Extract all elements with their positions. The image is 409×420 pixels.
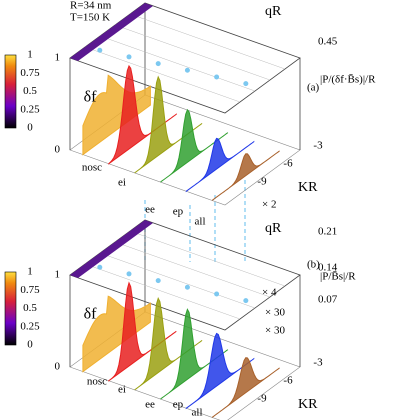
grid-line: [129, 230, 286, 287]
z-tick-label: 0: [55, 361, 61, 373]
ridge: [108, 281, 177, 382]
k-tick-label: -3: [313, 140, 323, 152]
scale-note: × 30: [265, 325, 285, 337]
grid-line: [99, 35, 256, 92]
category-label: ep: [173, 399, 184, 411]
grid-line: [114, 24, 271, 81]
marker: [184, 67, 190, 73]
category-label: all: [192, 407, 203, 419]
marker: [155, 278, 161, 284]
category-label: nosc: [82, 162, 102, 174]
z-label: δf: [84, 89, 98, 106]
grid-line: [84, 263, 241, 320]
ridge: [82, 74, 151, 156]
right-tick-label: 0.45: [318, 36, 338, 48]
k-tick-label: -6: [283, 158, 293, 170]
marker: [214, 74, 220, 80]
k-axis-label: KR: [298, 180, 318, 195]
ridge: [211, 357, 280, 418]
k-tick-label: -3: [313, 357, 323, 369]
right-axis-label: |P/B̄s|/R: [320, 270, 356, 282]
right-tick-label: 0.21: [318, 226, 337, 238]
colorbar-tick-label: 0.75: [20, 67, 40, 79]
category-label: ei: [118, 177, 126, 189]
colorbar-tick-label: 0.5: [23, 85, 37, 97]
colorbar-tick-label: 0.25: [20, 103, 40, 115]
z-tick-label: 0: [55, 144, 61, 156]
z-tick-label: 1: [55, 52, 61, 64]
grid-line: [84, 46, 241, 103]
category-label: all: [195, 216, 206, 228]
marker: [214, 291, 220, 297]
ridge: [211, 150, 280, 201]
scale-note: × 4: [262, 287, 277, 299]
colorbar-tick-label: 0: [27, 122, 33, 134]
category-label: ei: [118, 384, 126, 396]
ridge: [185, 137, 255, 193]
category-label: ee: [145, 399, 155, 411]
marker: [184, 284, 190, 290]
colorbar-tick-label: 0.25: [20, 320, 40, 332]
category-label: ee: [145, 204, 155, 216]
category-label: ep: [173, 206, 184, 218]
colorbar: [4, 54, 17, 129]
top-map: [70, 220, 153, 278]
colorbar-tick-label: 0: [27, 339, 33, 351]
panel-tag: (b): [307, 259, 320, 271]
panel: 1 0.75 0.5 0.25 0 δf 1 0 qR (b) 0.21 0.14 0.07 |P/B̄s…: [4, 219, 356, 420]
scale-note: × 30: [265, 307, 285, 319]
colorbar-tick-label: 0.75: [20, 284, 40, 296]
k-axis-label: KR: [298, 397, 318, 412]
marker: [97, 264, 103, 270]
colorbar-tick-label: 1: [27, 266, 33, 278]
k-tick-label: -6: [283, 375, 293, 387]
top-map: [70, 3, 153, 61]
colorbar-tick-label: 0.5: [23, 302, 37, 314]
grid-line: [129, 13, 286, 70]
marker: [155, 61, 161, 67]
marker: [243, 298, 249, 304]
colorbar-tick-label: 1: [27, 49, 33, 61]
marker: [97, 47, 103, 53]
z-label: δf: [84, 306, 98, 323]
right-tick-label: 0.07: [318, 294, 338, 306]
panel-tag: (a): [307, 82, 320, 94]
marker: [126, 54, 132, 60]
panel: 1 0.75 0.5 0.25 0 δf 1 0 qR (a) 0.45 |P/(δf·B̄s)|/R…: [4, 2, 376, 228]
temperature: T=150 K: [70, 12, 110, 24]
scale-note: × 2: [262, 199, 276, 211]
marker: [243, 81, 249, 87]
category-label: nosc: [87, 376, 107, 388]
top-axis-label: qR: [265, 4, 282, 19]
radius: R=34 nm: [70, 0, 112, 12]
k-tick-label: -9: [257, 393, 267, 405]
top-axis-label: qR: [265, 221, 282, 236]
marker: [126, 271, 132, 277]
ridge: [108, 64, 177, 165]
grid-line: [114, 241, 271, 298]
k-tick-label: -9: [257, 176, 267, 188]
right-axis-label: |P/(δf·B̄s)|/R: [320, 73, 376, 85]
z-tick-label: 1: [55, 269, 61, 281]
grid-line: [99, 252, 256, 309]
right-tick-label: 0.14: [318, 262, 338, 274]
colorbar: [4, 271, 17, 346]
